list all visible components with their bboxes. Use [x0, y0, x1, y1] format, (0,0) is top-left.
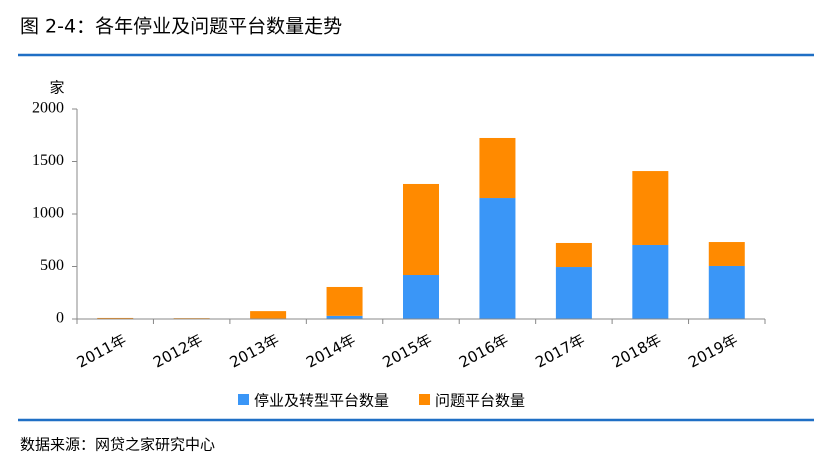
y-tick-label: 1500: [32, 152, 64, 169]
x-tick-label: 2012年: [150, 331, 205, 372]
x-tick-label: 2019年: [685, 331, 740, 372]
bar-segment: [326, 286, 363, 316]
bar-segment: [479, 198, 516, 319]
x-tick-label: 2016年: [456, 331, 511, 372]
bar-segment: [555, 267, 592, 319]
legend-swatch: [419, 394, 431, 405]
bar-segment: [632, 171, 669, 245]
x-tick-label: 2015年: [380, 331, 435, 372]
legend-label: 停业及转型平台数量: [254, 392, 389, 410]
chart-title: 图 2-4：各年停业及问题平台数量走势: [20, 16, 342, 38]
bar-segment: [632, 244, 669, 319]
y-tick-label: 1000: [32, 205, 64, 222]
y-tick-label: 2000: [32, 100, 64, 117]
bar-segment: [708, 242, 745, 266]
y-axis-unit: 家: [49, 79, 64, 97]
bar-segment: [708, 265, 745, 319]
y-tick-label: 500: [40, 257, 64, 274]
bar-segment: [97, 317, 134, 319]
x-tick-label: 2014年: [303, 331, 358, 372]
x-tick-label: 2013年: [227, 331, 282, 372]
bar-segment: [555, 242, 592, 268]
y-tick-label: 0: [56, 310, 64, 327]
x-tick-label: 2017年: [532, 331, 587, 372]
x-tick-label: 2018年: [609, 331, 664, 372]
source-note: 数据来源：网贷之家研究中心: [20, 436, 215, 454]
legend-label: 问题平台数量: [435, 392, 525, 410]
bar-segment: [250, 311, 287, 319]
bar-segment: [479, 137, 516, 199]
x-tick-label: 2011年: [74, 331, 129, 372]
bar-segment: [326, 315, 363, 319]
bar-segment: [403, 183, 439, 276]
bar-segment: [403, 275, 439, 319]
legend-swatch: [238, 394, 249, 405]
